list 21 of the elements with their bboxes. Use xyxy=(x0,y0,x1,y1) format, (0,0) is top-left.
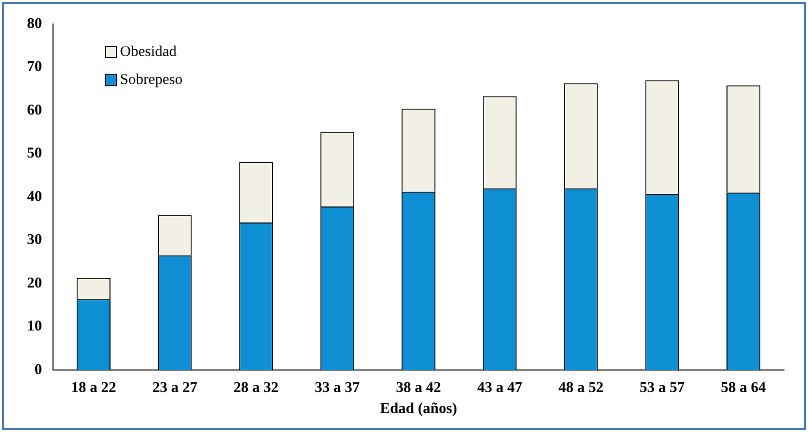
y-tick-label: 60 xyxy=(27,102,42,118)
legend-label: Obesidad xyxy=(120,44,178,60)
y-tick-label: 10 xyxy=(27,318,42,335)
x-tick-label: 58 a 64 xyxy=(720,380,766,396)
x-tick-label: 43 a 47 xyxy=(477,380,523,396)
x-tick-label: 28 a 32 xyxy=(234,380,279,396)
y-tick-label: 30 xyxy=(27,232,42,248)
x-tick-label: 53 a 57 xyxy=(640,380,686,396)
y-tick-label: 0 xyxy=(34,362,42,378)
legend-label: Sobrepeso xyxy=(120,72,182,88)
y-tick-label: 80 xyxy=(27,16,42,32)
y-tick-label: 20 xyxy=(27,275,42,292)
y-tick-label: 40 xyxy=(27,188,42,205)
y-tick-label: 50 xyxy=(27,146,42,162)
x-tick-label: 48 a 52 xyxy=(558,380,604,396)
x-tick-label: 38 a 42 xyxy=(396,380,441,396)
x-tick-label: 18 a 22 xyxy=(71,380,116,396)
y-tick-label: 70 xyxy=(27,59,42,76)
x-tick-label: 33 a 37 xyxy=(314,380,360,396)
x-axis-title: Edad (años) xyxy=(380,400,458,417)
x-tick-label: 23 a 27 xyxy=(152,380,198,396)
